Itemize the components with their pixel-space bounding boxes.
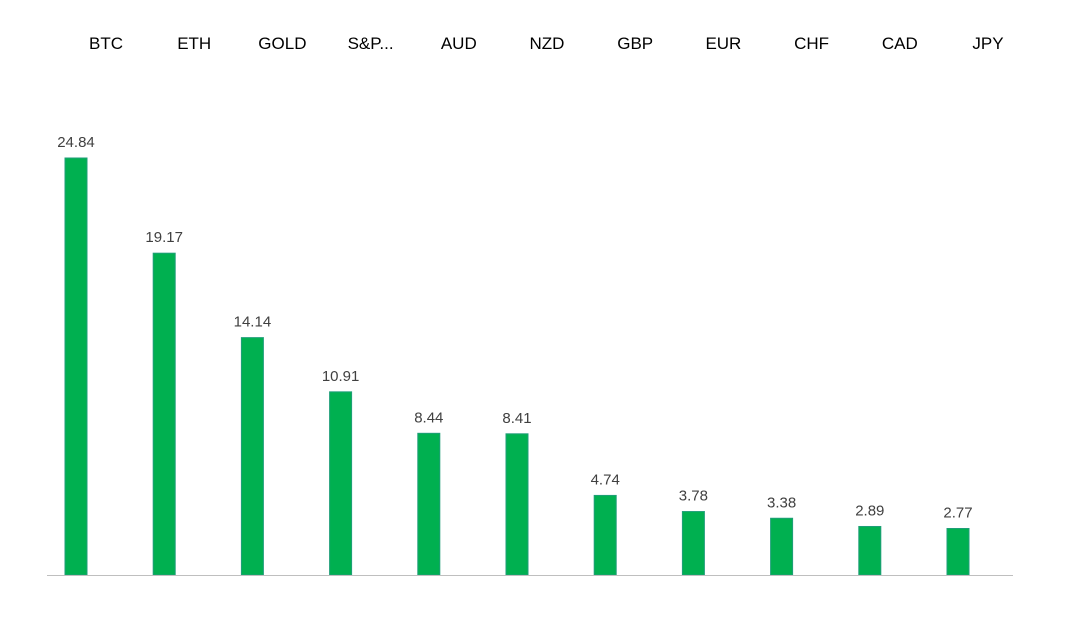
bar: [770, 517, 794, 576]
category-label: CHF: [794, 34, 829, 53]
data-label: 10.91: [322, 368, 360, 385]
value-labels: 24.84 19.17 14.14 10.91 8.44 8.41 4.74 3.78 3.38…: [57, 134, 972, 521]
bar: [329, 391, 353, 576]
data-label: 2.77: [943, 504, 972, 521]
bar: [152, 252, 176, 576]
category-label: JPY: [972, 34, 1003, 53]
data-label: 2.89: [855, 502, 884, 519]
category-label: S&P...: [348, 34, 394, 53]
category-label: CAD: [882, 34, 918, 53]
category-labels: BTC ETH GOLD S&P... AUD NZD GBP EUR CHF CAD JPY: [89, 34, 1004, 53]
bar: [946, 527, 970, 576]
category-label: GOLD: [258, 34, 306, 53]
category-label: GBP: [617, 34, 653, 53]
bars: [64, 157, 970, 576]
bar: [417, 432, 441, 576]
data-label: 8.44: [414, 409, 443, 426]
bar: [505, 433, 529, 576]
category-label: AUD: [441, 34, 477, 53]
data-label: 8.41: [502, 410, 531, 427]
category-label: NZD: [530, 34, 565, 53]
bar: [64, 157, 88, 576]
bar: [681, 511, 705, 576]
category-label: BTC: [89, 34, 123, 53]
category-label: ETH: [177, 34, 211, 53]
category-label: EUR: [705, 34, 741, 53]
bar: [240, 337, 264, 576]
bar: [858, 525, 882, 576]
data-label: 14.14: [234, 314, 272, 331]
data-label: 4.74: [591, 471, 620, 488]
bar: [593, 494, 617, 576]
data-label: 19.17: [145, 229, 183, 246]
data-label: 3.38: [767, 494, 796, 511]
data-label: 3.78: [679, 488, 708, 505]
data-label: 24.84: [57, 134, 95, 151]
